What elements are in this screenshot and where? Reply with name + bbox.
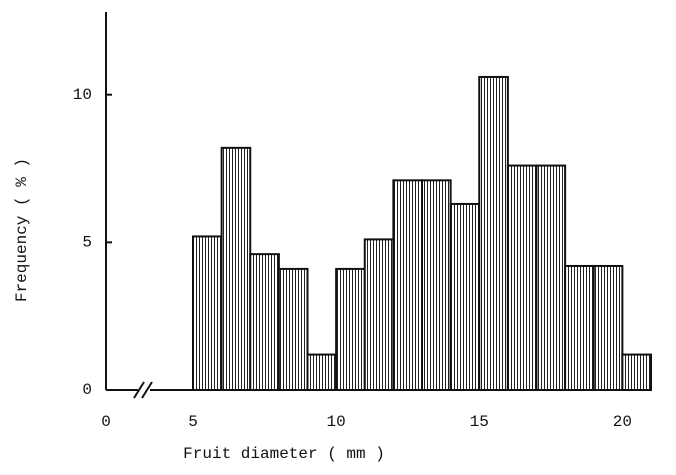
x-tick-label: 20 <box>613 413 632 431</box>
y-tick-label: 10 <box>73 86 92 104</box>
y-axis-label: Frequency ( % ) <box>13 158 31 302</box>
bar <box>363 238 395 391</box>
bar <box>621 353 652 391</box>
x-tick-label: 15 <box>470 413 489 431</box>
y-tick-label: 0 <box>82 381 92 399</box>
bar <box>335 267 366 391</box>
y-tick-label: 5 <box>82 234 92 252</box>
x-axis-label: Fruit diameter ( mm ) <box>183 445 385 463</box>
axis-break <box>133 381 145 399</box>
x-tick-label: 5 <box>188 413 198 431</box>
x-tick-label: 0 <box>101 413 111 431</box>
bar <box>192 235 223 391</box>
bar <box>421 179 452 391</box>
bar <box>220 146 252 391</box>
bar <box>592 264 624 391</box>
bar <box>306 353 338 391</box>
bar <box>449 202 481 391</box>
bar <box>392 179 423 391</box>
axis-break <box>141 381 153 399</box>
bar <box>478 75 509 391</box>
bar <box>249 253 280 391</box>
bar <box>564 264 595 391</box>
bar <box>277 267 309 391</box>
bar <box>506 164 538 391</box>
bar <box>535 164 567 391</box>
x-tick-label: 10 <box>327 413 346 431</box>
